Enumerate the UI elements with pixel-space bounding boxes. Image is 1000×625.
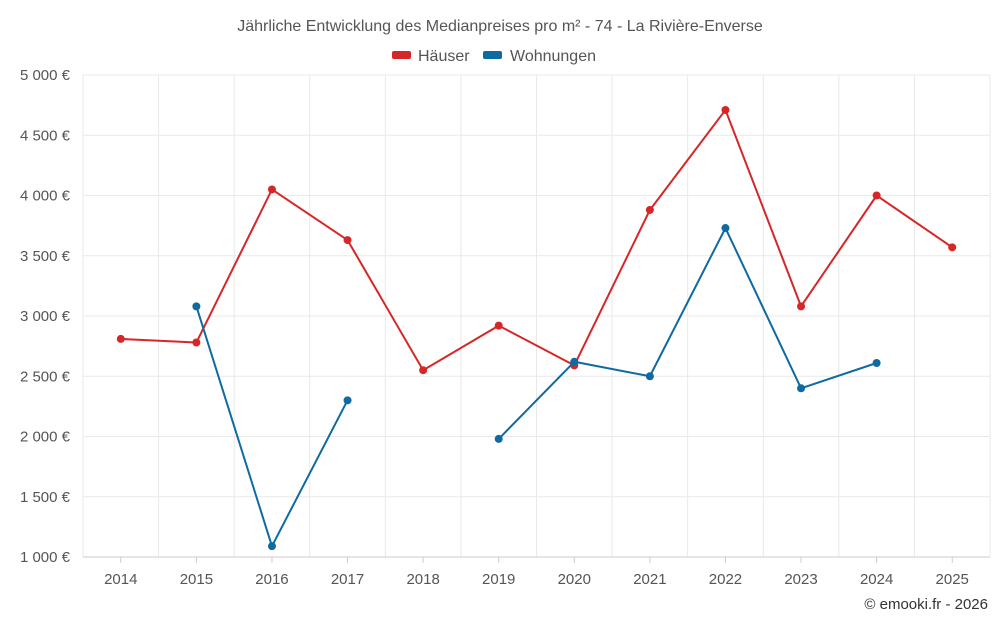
legend-swatch-wohnungen	[483, 51, 502, 59]
x-tick-label: 2024	[860, 571, 893, 588]
y-tick-label: 1 500 €	[20, 489, 71, 506]
y-tick-label: 2 000 €	[20, 429, 71, 446]
data-point-haeuser-2021[interactable]	[645, 205, 654, 214]
data-point-haeuser-2017[interactable]	[343, 236, 352, 245]
x-tick-label: 2018	[406, 571, 439, 588]
y-tick-label: 4 500 €	[20, 127, 71, 144]
x-tick-label: 2014	[104, 571, 137, 588]
y-tick-label: 4 000 €	[20, 188, 71, 205]
x-tick-label: 2025	[936, 571, 969, 588]
x-tick-label: 2023	[784, 571, 817, 588]
x-tick-label: 2015	[180, 571, 213, 588]
grid	[82, 74, 991, 558]
data-point-haeuser-2018[interactable]	[419, 366, 428, 375]
data-point-haeuser-2025[interactable]	[948, 243, 957, 252]
series-line-haeuser	[120, 108, 953, 372]
y-tick-label: 2 500 €	[20, 368, 71, 385]
legend-label-wohnungen: Wohnungen	[510, 48, 596, 65]
chart-title: Jährliche Entwicklung des Medianpreises …	[237, 18, 763, 35]
data-point-haeuser-2024[interactable]	[872, 191, 881, 200]
y-tick-label: 5 000 €	[20, 67, 71, 84]
x-tick-label: 2016	[255, 571, 288, 588]
data-point-haeuser-2023[interactable]	[797, 302, 806, 311]
y-tick-label: 1 000 €	[20, 549, 71, 566]
data-point-haeuser-2022[interactable]	[721, 105, 730, 114]
y-tick-label: 3 000 €	[20, 308, 71, 325]
credit-text: © emooki.fr - 2026	[864, 596, 988, 613]
series-line-wohnungen	[497, 227, 877, 440]
data-point-wohnungen-2023[interactable]	[797, 384, 806, 393]
x-tick-label: 2022	[709, 571, 742, 588]
data-point-haeuser-2016[interactable]	[267, 185, 276, 194]
data-point-haeuser-2019[interactable]	[494, 321, 503, 330]
series-wohnungen	[192, 224, 881, 551]
x-tick-label: 2017	[331, 571, 364, 588]
data-point-wohnungen-2019[interactable]	[494, 434, 503, 443]
data-point-wohnungen-2016[interactable]	[267, 542, 276, 551]
data-point-wohnungen-2020[interactable]	[570, 357, 579, 366]
series-line-wohnungen	[195, 306, 349, 548]
legend-swatch-haeuser	[392, 51, 411, 59]
x-tick-label: 2019	[482, 571, 515, 588]
data-point-wohnungen-2015[interactable]	[192, 302, 201, 311]
data-point-wohnungen-2017[interactable]	[343, 396, 352, 405]
data-point-wohnungen-2022[interactable]	[721, 224, 730, 233]
x-tick-label: 2020	[558, 571, 591, 588]
legend: Häuser Wohnungen	[392, 48, 596, 65]
legend-item-wohnungen[interactable]: Wohnungen	[483, 48, 596, 65]
legend-item-haeuser[interactable]: Häuser	[392, 48, 470, 65]
data-point-haeuser-2014[interactable]	[116, 334, 125, 343]
legend-label-haeuser: Häuser	[418, 48, 470, 65]
data-point-wohnungen-2021[interactable]	[645, 372, 654, 381]
y-tick-label: 3 500 €	[20, 248, 71, 265]
x-tick-label: 2021	[633, 571, 666, 588]
data-point-wohnungen-2024[interactable]	[872, 358, 881, 367]
data-point-haeuser-2015[interactable]	[192, 338, 201, 347]
series	[116, 105, 957, 551]
axes: 1 000 € 1 500 € 2 000 € 2 500 € 3 000 € 3 500…	[20, 67, 990, 588]
